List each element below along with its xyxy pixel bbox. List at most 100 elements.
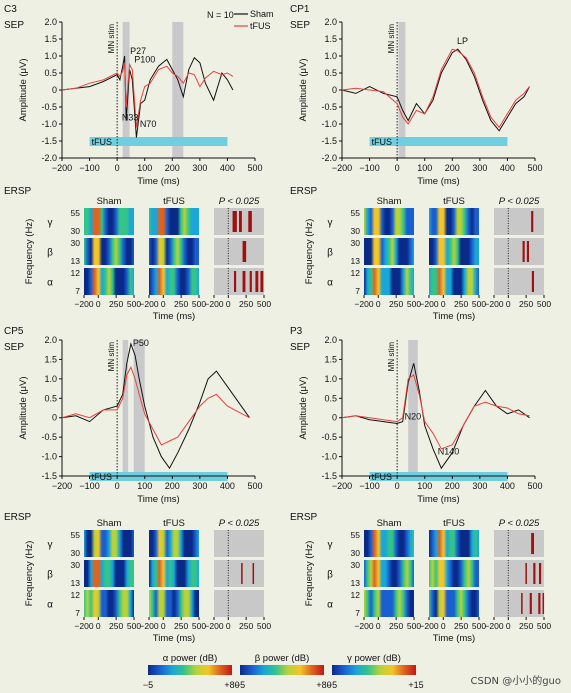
sep-label: SEP — [290, 20, 310, 31]
ersp-label: ERSP — [290, 512, 318, 523]
x-tick-label: 300 — [192, 481, 207, 491]
ersp-x-tick-label: −200 — [354, 621, 373, 631]
highlight-window — [133, 340, 145, 476]
ersp-x-tick-label: −200 — [139, 621, 158, 631]
y-tick-label: -0.5 — [41, 102, 57, 112]
legend-label: Sham — [250, 9, 274, 19]
x-tick-label: −100 — [79, 163, 99, 173]
ersp-block-cp1: ERSP Sham tFUS P < 0.025 Frequency (Hz) γ 55 30… — [290, 186, 551, 322]
x-tick-label: 100 — [137, 481, 152, 491]
channel-title: CP5 — [4, 326, 24, 337]
y-tick-label: 0.5 — [324, 393, 337, 403]
y-tick-label: 1.5 — [324, 354, 337, 364]
x-tick-label: −100 — [79, 481, 99, 491]
ersp-x-tick-label: 250 — [109, 621, 123, 631]
ersp-col-header: tFUS — [163, 196, 185, 207]
mn-stim-label: MN stim — [387, 342, 396, 372]
ersp-heatmap-cell — [364, 238, 414, 265]
ersp-heatmap-cell — [149, 208, 199, 235]
ersp-x-tick-label: 250 — [454, 621, 468, 631]
sig-blob — [521, 593, 523, 614]
ersp-mask-cell — [494, 560, 544, 587]
x-tick-label: −100 — [359, 481, 379, 491]
ersp-x-tick-label: 0 — [96, 621, 101, 631]
freq-tick-label: 30 — [71, 238, 81, 248]
ersp-x-tick-label: 500 — [127, 299, 141, 309]
ersp-x-tick-label: −200 — [419, 621, 438, 631]
band-label: γ — [328, 218, 333, 229]
sig-blob — [241, 563, 243, 584]
y-tick-label: 2.0 — [44, 335, 57, 345]
sig-blob — [533, 563, 536, 584]
y-tick-label: -0.5 — [321, 432, 337, 442]
freq-tick-label: 13 — [71, 578, 81, 588]
ersp-mask-cell — [494, 208, 544, 235]
freq-tick-label: 30 — [71, 560, 81, 570]
ersp-heatmap-cell — [364, 268, 414, 295]
series-line-tfus — [341, 48, 530, 129]
ersp-heatmap-cell — [149, 268, 199, 295]
ersp-y-label: Frequency (Hz) — [24, 541, 35, 606]
y-tick-label: 0 — [332, 413, 337, 423]
ersp-x-tick-label: 500 — [192, 621, 206, 631]
x-tick-label: 200 — [165, 163, 180, 173]
ersp-x-tick-label: 500 — [127, 621, 141, 631]
y-tick-label: 2.0 — [324, 335, 337, 345]
freq-tick-label: 12 — [71, 590, 81, 600]
colorbar-min: −5 — [143, 680, 153, 690]
sep-panel-cp1: CP1 SEP tFUS MN stim -2.0 -1.5 -1.0 -0.5 0 0.5 1.0… — [290, 4, 543, 187]
x-tick-label: 200 — [445, 163, 460, 173]
mn-stim-label: MN stim — [387, 24, 396, 54]
x-tick-label: 400 — [500, 481, 515, 491]
ersp-col-header: tFUS — [443, 196, 465, 207]
colorbars: α power (dB)−5 +80β power (dB)−5 +80γ powe… — [143, 653, 424, 690]
x-tick-label: 300 — [472, 481, 487, 491]
ersp-x-tick-label: 500 — [472, 621, 486, 631]
ersp-col-header: P < 0.025 — [499, 518, 540, 529]
y-tick-label: -2.0 — [321, 153, 337, 163]
sig-blob — [522, 241, 525, 262]
channel-title: P3 — [290, 326, 303, 337]
ersp-x-tick-label: 0 — [441, 299, 446, 309]
ersp-x-label: Time (ms) — [433, 311, 475, 322]
ersp-col-header: Sham — [377, 518, 402, 529]
y-tick-label: 0 — [52, 413, 57, 423]
band-label: α — [327, 600, 333, 611]
x-tick-label: 0 — [395, 163, 400, 173]
ersp-x-tick-label: 500 — [472, 299, 486, 309]
x-tick-label: 400 — [500, 163, 515, 173]
ersp-col-header: P < 0.025 — [499, 196, 540, 207]
band-label: β — [47, 570, 53, 581]
tfus-bar-label: tFUS — [372, 137, 393, 147]
colorbar-label: γ power (dB) — [347, 653, 401, 664]
colorbar-min: −5 — [327, 680, 337, 690]
band-label: β — [327, 570, 333, 581]
ersp-x-tick-label: 0 — [506, 299, 511, 309]
highlight-window — [398, 22, 406, 158]
ersp-mask-cell — [214, 238, 264, 265]
x-tick-label: −100 — [359, 163, 379, 173]
colorbar-gamma — [332, 665, 416, 675]
y-axis-label: Amplitude (μV) — [18, 58, 29, 121]
y-tick-label: -1.0 — [41, 452, 57, 462]
ersp-heatmap-cell — [429, 208, 479, 235]
ersp-x-tick-label: 250 — [174, 299, 188, 309]
band-label: γ — [328, 540, 333, 551]
ersp-mask-cell — [494, 530, 544, 557]
y-tick-label: -1.0 — [41, 119, 57, 129]
freq-tick-label: 12 — [351, 590, 361, 600]
y-tick-label: -0.5 — [321, 102, 337, 112]
legend-label: tFUS — [250, 21, 271, 31]
ersp-x-tick-label: 500 — [407, 621, 421, 631]
y-tick-label: -1.0 — [321, 452, 337, 462]
highlight-window — [122, 340, 129, 476]
colorbar-beta — [240, 665, 324, 675]
x-tick-label: 100 — [417, 163, 432, 173]
freq-tick-label: 55 — [351, 208, 361, 218]
ersp-x-label: Time (ms) — [433, 633, 475, 644]
ersp-x-tick-label: 250 — [239, 299, 253, 309]
ersp-x-tick-label: 500 — [407, 299, 421, 309]
ersp-x-tick-label: 0 — [96, 299, 101, 309]
ersp-heatmap-cell — [149, 560, 199, 587]
ersp-x-tick-label: 500 — [192, 299, 206, 309]
